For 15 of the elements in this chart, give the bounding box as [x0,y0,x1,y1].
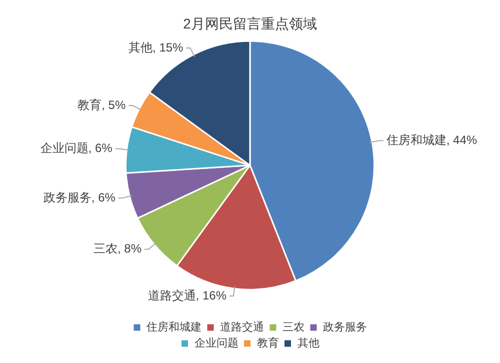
legend-label: 其他 [297,336,320,350]
legend-label: 企业问题 [194,336,238,350]
legend-label: 政务服务 [323,322,367,334]
chart-title: 2月网民留言重点领域 [183,15,317,32]
legend-label: 三农 [282,322,304,334]
data-label: 住房和城建, 44% [385,132,478,147]
data-label: 道路交通, 16% [148,288,227,302]
data-label: 企业问题, 6% [40,141,113,156]
data-label: 其他, 15% [128,40,184,54]
data-label: 教育, 5% [78,98,126,112]
legend-label: 住房和城建 [146,320,202,334]
data-label: 三农, 8% [94,242,142,256]
legend-label: 教育 [256,336,279,350]
data-label: 政务服务, 6% [43,190,116,204]
legend-label: 道路交通 [220,320,264,334]
